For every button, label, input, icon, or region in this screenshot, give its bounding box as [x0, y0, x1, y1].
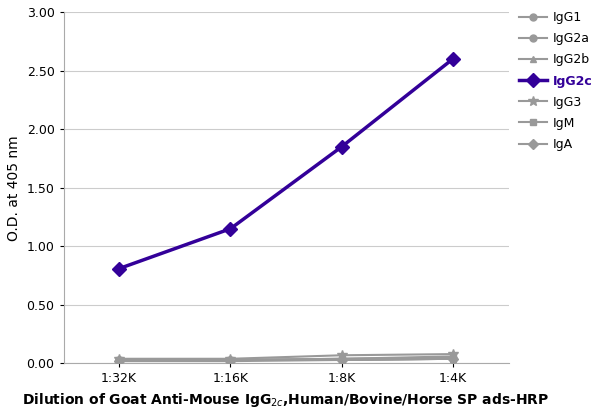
X-axis label: Dilution of Goat Anti-Mouse IgG$_{2c}$,Human/Bovine/Horse SP ads-HRP: Dilution of Goat Anti-Mouse IgG$_{2c}$,H…: [22, 391, 550, 409]
Legend: IgG1, IgG2a, IgG2b, IgG2c, IgG3, IgM, IgA: IgG1, IgG2a, IgG2b, IgG2c, IgG3, IgM, Ig…: [520, 11, 593, 151]
Y-axis label: O.D. at 405 nm: O.D. at 405 nm: [7, 135, 21, 240]
